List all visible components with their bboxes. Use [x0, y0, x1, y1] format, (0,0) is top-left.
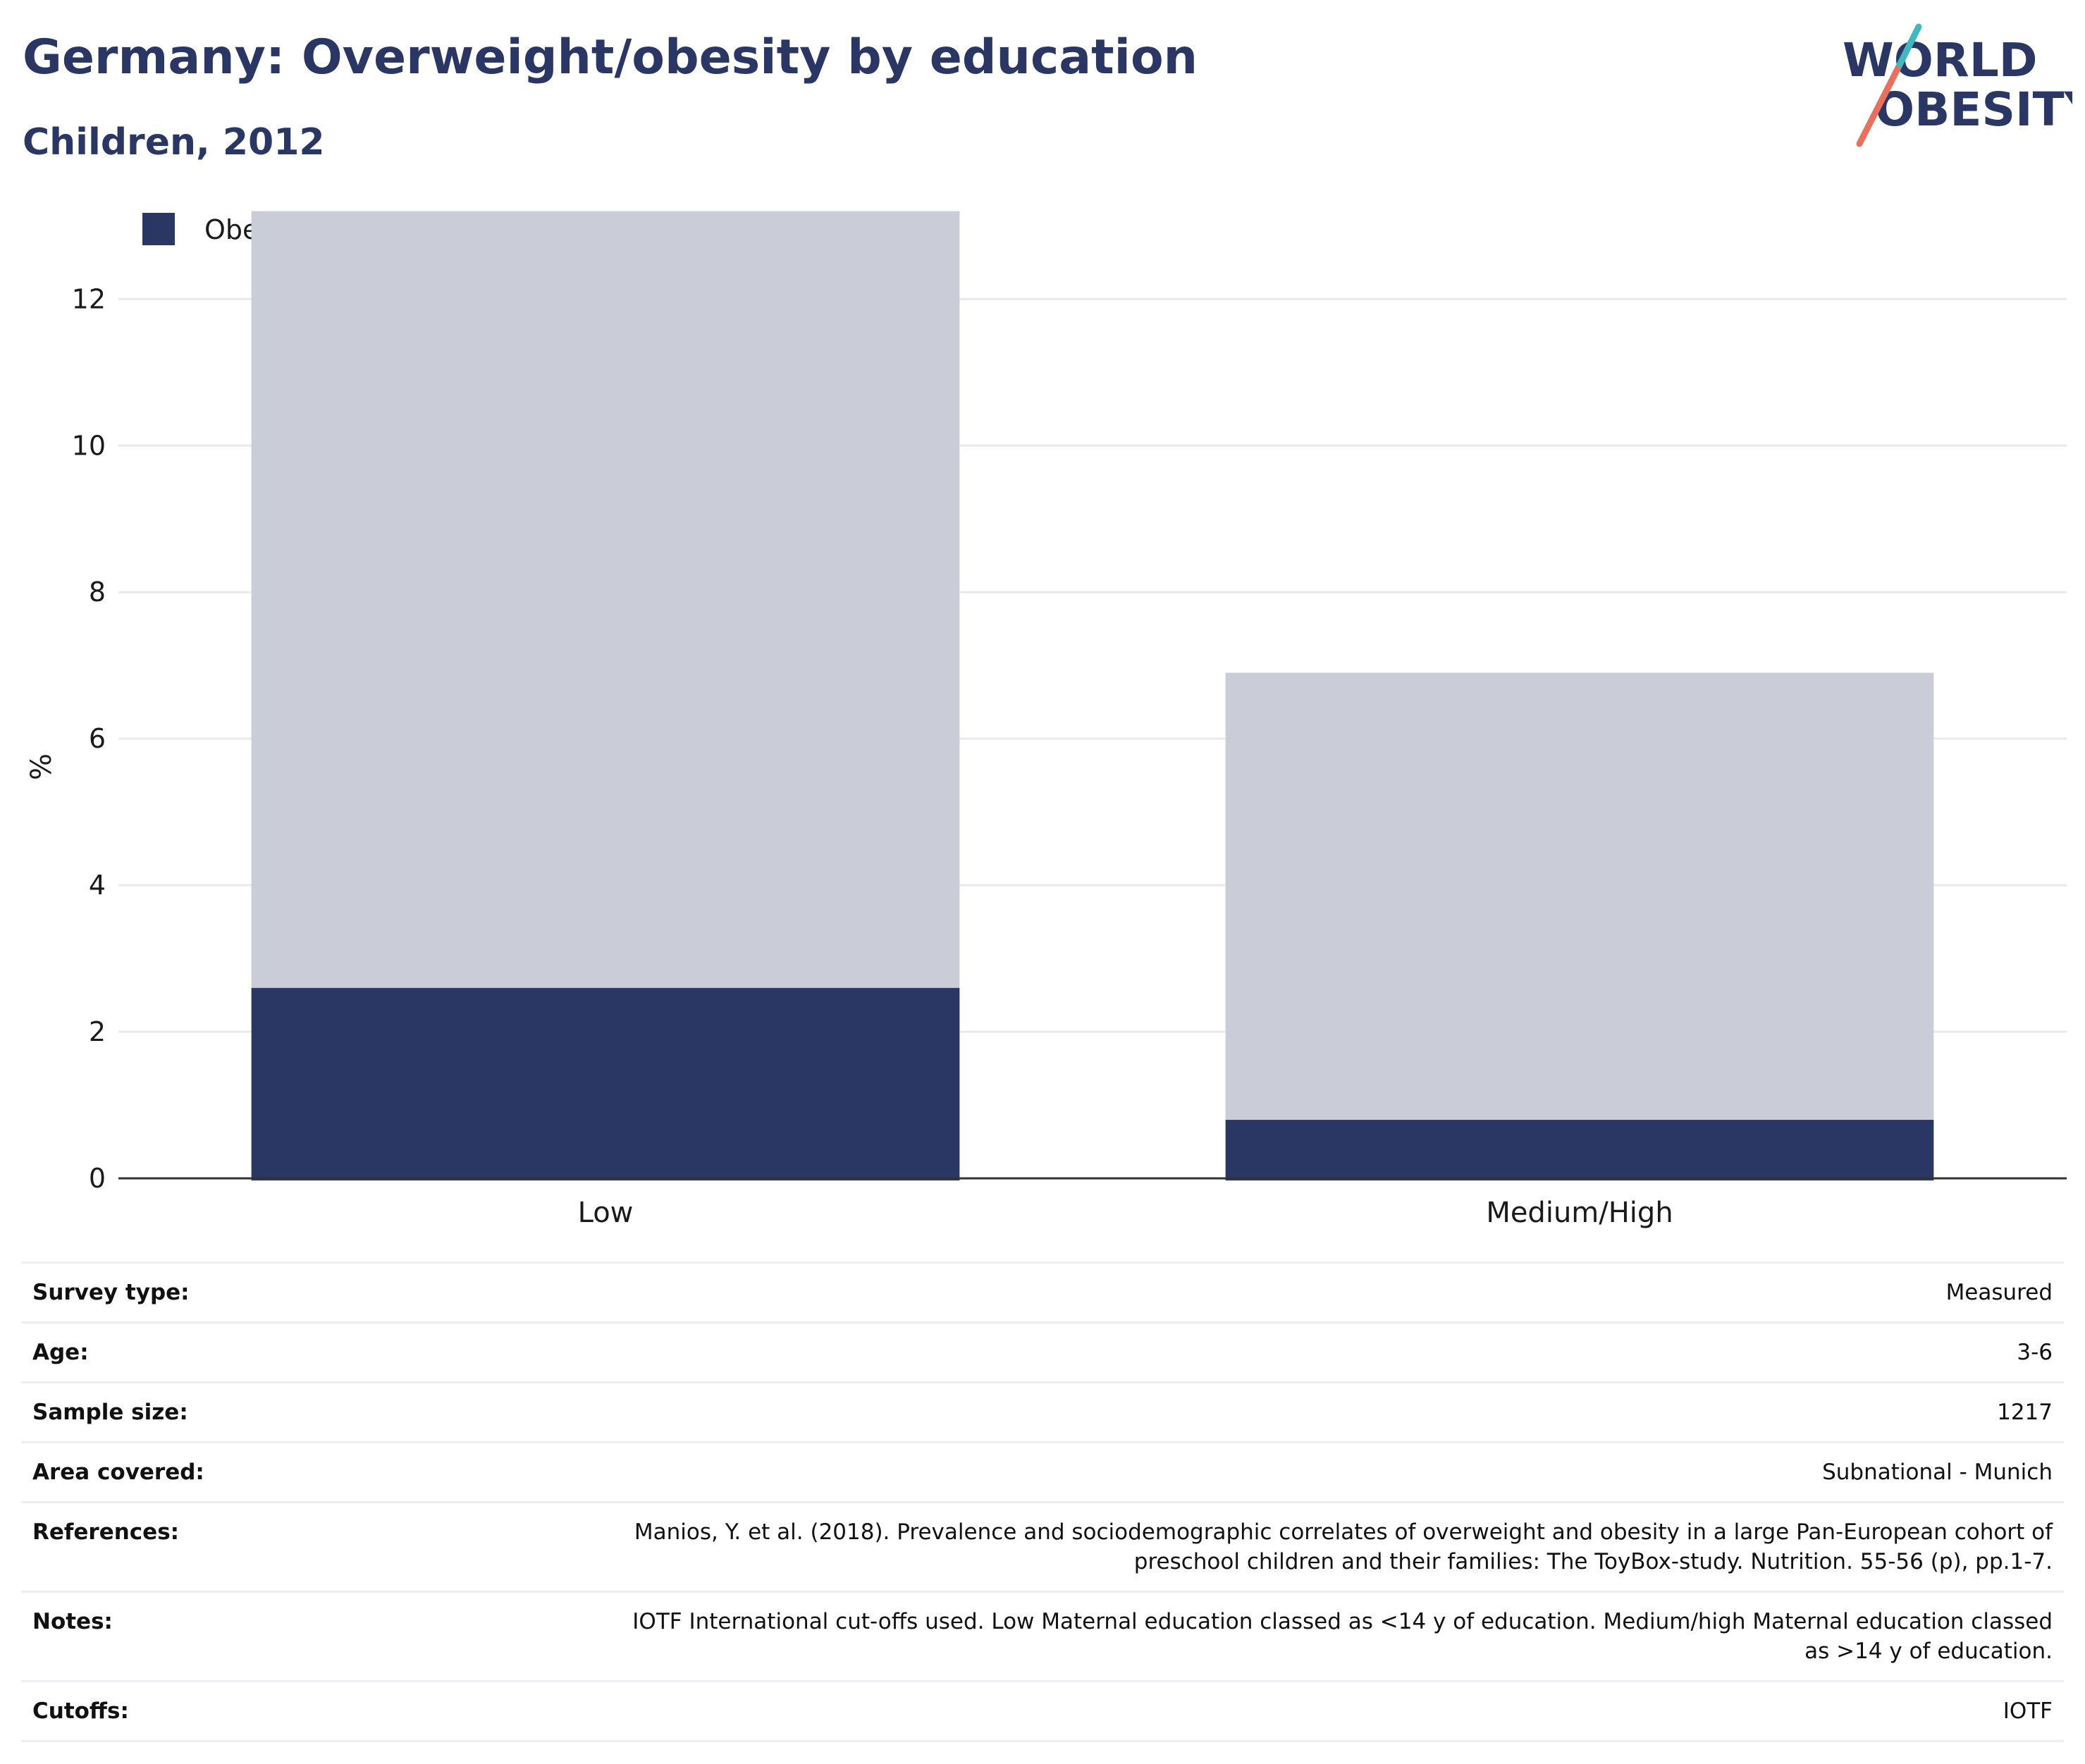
details-row: Cutoffs: IOTF	[21, 1681, 2064, 1741]
logo-slash-teal	[1894, 23, 1922, 73]
logo-line-1: WORLD	[1843, 33, 2038, 87]
details-value: IOTF	[2003, 1698, 2053, 1724]
logo-slash-coral	[1856, 66, 1901, 147]
details-value: 3-6	[2017, 1340, 2053, 1365]
y-axis-ticks: 0 2 4 6 8 10 12	[72, 283, 106, 1194]
page-subtitle: Children, 2012	[23, 121, 325, 164]
x-axis-ticks: Low Medium/High	[578, 1197, 1673, 1229]
details-row: Sample size: 1217	[21, 1382, 2064, 1443]
x-tick-label: Medium/High	[1486, 1197, 1673, 1229]
world-obesity-logo: WORLD OBESITY	[1843, 23, 2072, 147]
logo-line-2: OBESITY	[1875, 82, 2072, 137]
details-row: Notes: IOTF International cut-offs used. …	[21, 1591, 2064, 1682]
details-value: Manios, Y. et al. (2018). Prevalence and…	[634, 1519, 2053, 1574]
details-value: 1217	[1997, 1400, 2053, 1425]
y-tick-label: 8	[89, 576, 106, 607]
details-row: References: Manios, Y. et al. (2018). Pre…	[21, 1502, 2064, 1592]
details-key: Cutoffs:	[32, 1698, 129, 1724]
page-title: Germany: Overweight/obesity by education	[23, 30, 1198, 85]
y-tick-label: 0	[89, 1163, 106, 1194]
y-tick-label: 4	[89, 870, 106, 901]
y-axis-title: %	[25, 753, 58, 780]
y-tick-label: 10	[72, 430, 106, 461]
details-key: References:	[32, 1519, 180, 1545]
y-tick-label: 6	[89, 723, 106, 754]
details-key: Survey type:	[32, 1280, 190, 1305]
bar-obesity-medium-high[interactable]	[1225, 1119, 1934, 1180]
details-row: Area covered: Subnational - Munich	[21, 1442, 2064, 1503]
details-row: Survey type: Measured	[21, 1262, 2064, 1323]
details-key: Area covered:	[32, 1460, 204, 1485]
details-value: Subnational - Munich	[1822, 1460, 2053, 1485]
bar-obesity-low[interactable]	[251, 987, 960, 1180]
chart-bars	[251, 211, 1934, 1180]
details-key: Notes:	[32, 1609, 113, 1634]
bar-overweight-low[interactable]	[251, 211, 960, 988]
survey-details-table: Survey type: Measured Age: 3-6 Sample size: 1…	[21, 1262, 2064, 1742]
details-row: Age: 3-6	[21, 1322, 2064, 1383]
details-key: Sample size:	[32, 1400, 188, 1425]
details-value: IOTF International cut-offs used. Low Ma…	[632, 1609, 2053, 1664]
legend-swatch-obesity[interactable]	[142, 213, 175, 245]
details-key: Age:	[32, 1340, 89, 1365]
bar-overweight-medium-high[interactable]	[1225, 672, 1934, 1120]
y-tick-label: 2	[89, 1016, 106, 1047]
y-tick-label: 12	[72, 283, 106, 314]
details-value: Measured	[1945, 1280, 2053, 1305]
x-tick-label: Low	[578, 1197, 634, 1229]
